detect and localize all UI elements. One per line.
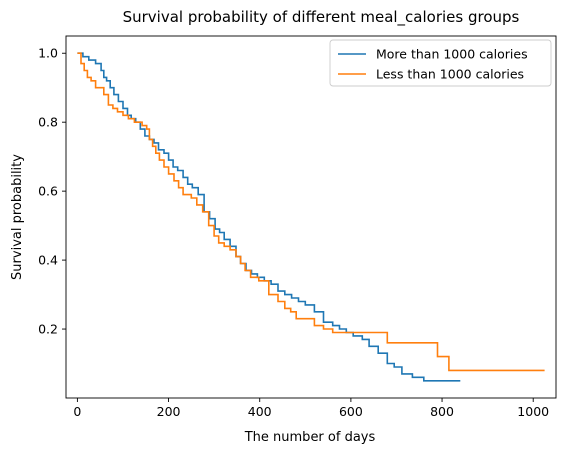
y-tick-label: 0.8 [38,115,58,130]
x-axis: 0 200 400 600 800 1000 [73,398,549,419]
y-tick-label: 1.0 [38,46,58,61]
y-axis: 0.2 0.4 0.6 0.8 1.0 [38,46,66,337]
x-tick-label: 400 [248,404,272,419]
y-tick-label: 0.4 [38,253,58,268]
series-line-1 [77,52,461,382]
y-axis-label: Survival probability [10,154,25,280]
legend: More than 1000 calories Less than 1000 ca… [329,39,552,87]
legend-label-1: More than 1000 calories [376,47,528,62]
x-tick-label: 600 [339,404,363,419]
chart-title: Survival probability of different meal_c… [123,8,520,27]
x-tick-label: 1000 [517,404,549,419]
x-tick-label: 800 [430,404,454,419]
plot-frame [65,35,557,399]
series-line-2 [77,52,545,372]
series-layer [77,52,545,382]
legend-box [329,39,552,87]
legend-label-2: Less than 1000 calories [376,67,524,82]
x-tick-label: 200 [157,404,181,419]
y-tick-label: 0.6 [38,184,58,199]
x-tick-label: 0 [73,404,81,419]
x-axis-label: The number of days [244,430,376,445]
y-tick-label: 0.2 [38,322,58,337]
